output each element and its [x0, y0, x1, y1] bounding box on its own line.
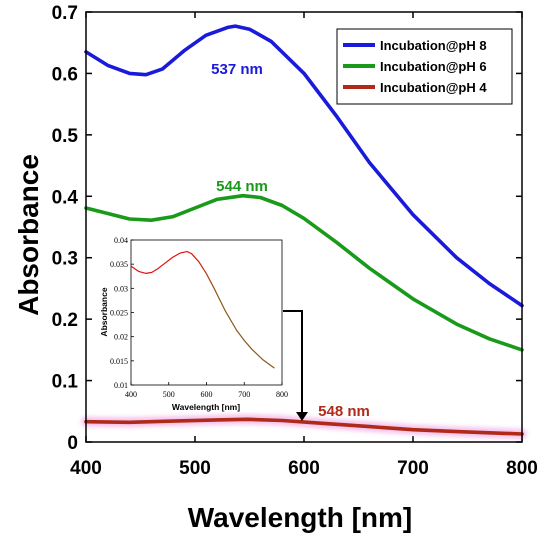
legend-label: Incubation@pH 6	[380, 59, 487, 74]
legend-label: Incubation@pH 4	[380, 80, 487, 95]
inset-x-tick-label: 600	[201, 390, 213, 399]
plot-frame	[85, 11, 523, 443]
series-line-3	[84, 417, 524, 436]
inset-y-tick-label: 0.03	[114, 284, 128, 293]
inset-y-tick-label: 0.01	[114, 381, 128, 390]
x-axis-title: Wavelength [nm]	[188, 502, 413, 533]
inset-pointer-arrowhead	[296, 412, 308, 421]
peak-label: 537 nm	[211, 61, 263, 78]
x-tick-label: 500	[179, 458, 211, 479]
y-tick-label: 0.7	[52, 3, 78, 24]
inset-x-tick-label: 500	[163, 390, 175, 399]
inset-marks: 400 500 600 700 800 0.01 0.015 0.02 0.025 0.03 0.0…	[110, 236, 288, 399]
inset-y-tick-label: 0.015	[110, 357, 128, 366]
inset-y-tick-label: 0.035	[110, 260, 128, 269]
inset-x-axis-title: Wavelength [nm]	[172, 402, 240, 412]
peak-label: 544 nm	[216, 178, 268, 195]
legend-label: Incubation@pH 8	[380, 38, 487, 53]
inset-x-tick-label: 700	[238, 390, 250, 399]
inset-x-tick-label: 400	[125, 390, 137, 399]
peak-annotations: 537 nm 544 nm 548 nm	[211, 61, 370, 420]
inset-background	[92, 227, 292, 412]
main-series-lines	[84, 24, 524, 436]
inset-y-tick-label: 0.02	[114, 333, 128, 342]
y-tick-label: 0.6	[52, 64, 78, 85]
x-tick-label: 400	[70, 458, 102, 479]
y-tick-label: 0.1	[52, 372, 79, 393]
y-tick-label: 0.4	[52, 187, 79, 208]
inset-y-axis-title: Absorbance	[99, 287, 109, 336]
inset-y-tick-label: 0.025	[110, 309, 128, 318]
y-tick-label: 0.3	[52, 249, 78, 270]
peak-label: 548 nm	[318, 403, 370, 420]
y-axis-title: Absorbance	[13, 154, 44, 316]
y-tick-label: 0.2	[52, 310, 78, 331]
inset-chart: Absorbance Wavelength [nm] 400 500 600 700 8…	[92, 227, 292, 412]
inset-series-line	[130, 251, 275, 369]
x-tick-label: 800	[506, 458, 538, 479]
legend-entries: Incubation@pH 8 Incubation@pH 6 Incubation…	[343, 38, 487, 95]
series-line-1	[84, 24, 524, 308]
series-line-2	[84, 193, 524, 352]
legend: Incubation@pH 8 Incubation@pH 6 Incubation…	[336, 28, 513, 105]
x-tick-label: 600	[288, 458, 320, 479]
inset-x-tick-label: 800	[276, 390, 288, 399]
x-tick-label: 700	[397, 458, 429, 479]
inset-pointer-line	[283, 310, 303, 412]
y-tick-label: 0	[67, 433, 78, 454]
main-axis-ticks: 400 500 600 700 800 0 0.1 0.2 0.3 0.4 0.5 0.6 0.7	[52, 3, 538, 479]
inset-y-tick-label: 0.04	[114, 236, 128, 245]
y-tick-label: 0.5	[52, 126, 79, 147]
